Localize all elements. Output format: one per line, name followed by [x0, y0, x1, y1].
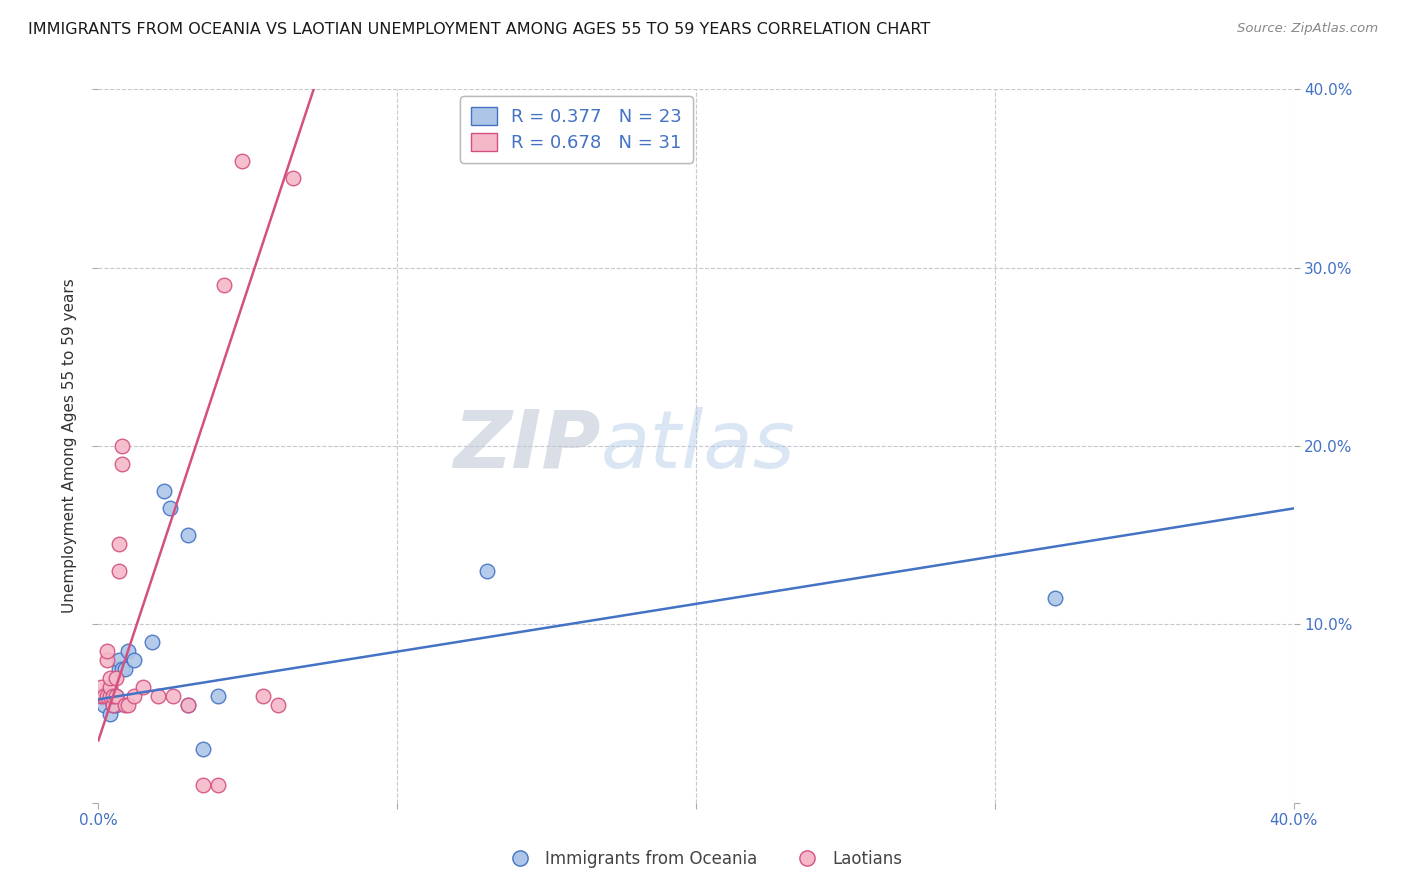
Point — [90, 680, 112, 694]
Point — [96, 689, 118, 703]
Legend: R = 0.377   N = 23, R = 0.678   N = 31: R = 0.377 N = 23, R = 0.678 N = 31 — [460, 96, 693, 163]
Point — [124, 689, 146, 703]
Point — [108, 653, 131, 667]
Point — [93, 689, 115, 703]
Point — [103, 689, 125, 703]
Point — [111, 439, 134, 453]
Point — [100, 680, 122, 694]
Point — [96, 644, 118, 658]
Point — [90, 689, 112, 703]
Point — [108, 564, 131, 578]
Point — [231, 153, 253, 168]
Point — [103, 689, 125, 703]
Point — [212, 278, 235, 293]
Point — [108, 537, 131, 551]
Point — [281, 171, 304, 186]
Point — [252, 689, 274, 703]
Point — [105, 689, 128, 703]
Point — [124, 653, 146, 667]
Point — [475, 564, 498, 578]
Point — [111, 662, 134, 676]
Point — [93, 698, 115, 712]
Point — [105, 698, 128, 712]
Point — [191, 778, 214, 792]
Point — [100, 706, 122, 721]
Point — [159, 501, 181, 516]
Point — [117, 698, 139, 712]
Point — [207, 778, 229, 792]
Point — [100, 671, 122, 685]
Point — [90, 689, 112, 703]
Point — [111, 457, 134, 471]
Point — [103, 698, 125, 712]
Point — [153, 483, 176, 498]
Point — [162, 689, 184, 703]
Point — [207, 689, 229, 703]
Point — [1043, 591, 1066, 605]
Point — [108, 662, 131, 676]
Point — [141, 635, 163, 649]
Point — [103, 698, 125, 712]
Y-axis label: Unemployment Among Ages 55 to 59 years: Unemployment Among Ages 55 to 59 years — [62, 278, 77, 614]
Point — [117, 644, 139, 658]
Legend: Immigrants from Oceania, Laotians: Immigrants from Oceania, Laotians — [496, 844, 910, 875]
Point — [96, 689, 118, 703]
Point — [177, 698, 200, 712]
Point — [148, 689, 170, 703]
Text: IMMIGRANTS FROM OCEANIA VS LAOTIAN UNEMPLOYMENT AMONG AGES 55 TO 59 YEARS CORREL: IMMIGRANTS FROM OCEANIA VS LAOTIAN UNEMP… — [28, 22, 931, 37]
Point — [132, 680, 155, 694]
Text: ZIP: ZIP — [453, 407, 600, 485]
Text: Source: ZipAtlas.com: Source: ZipAtlas.com — [1237, 22, 1378, 36]
Text: atlas: atlas — [600, 407, 796, 485]
Point — [177, 698, 200, 712]
Point — [114, 698, 136, 712]
Point — [191, 742, 214, 756]
Point — [177, 528, 200, 542]
Point — [105, 671, 128, 685]
Point — [114, 662, 136, 676]
Point — [96, 653, 118, 667]
Point — [105, 689, 128, 703]
Point — [267, 698, 290, 712]
Point — [100, 689, 122, 703]
